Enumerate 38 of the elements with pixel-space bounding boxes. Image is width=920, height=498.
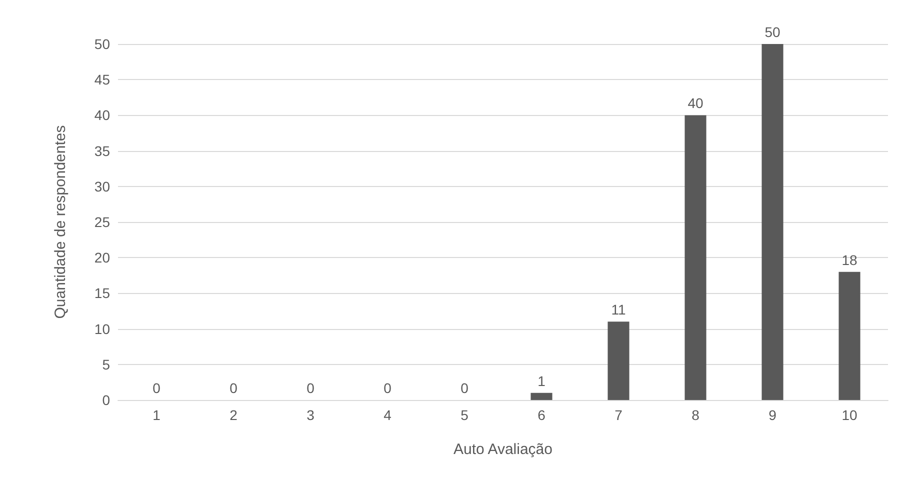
- y-tick-label: 30: [94, 178, 110, 194]
- x-tick-label: 3: [306, 407, 315, 423]
- y-tick-label: 45: [94, 72, 110, 88]
- x-tick-label: 9: [768, 407, 777, 423]
- y-tick-label: 15: [94, 285, 110, 302]
- y-tick-label: 40: [94, 107, 110, 124]
- data-label: 40: [688, 95, 704, 112]
- data-label: 0: [230, 380, 238, 396]
- y-tick-label: 5: [102, 356, 110, 372]
- x-tick-label: 6: [538, 407, 546, 423]
- data-label: 0: [306, 380, 315, 396]
- y-tick-label: 50: [94, 36, 110, 52]
- data-label: 0: [152, 380, 161, 396]
- bar: [530, 392, 552, 400]
- x-axis-title: Auto Avaliação: [454, 441, 552, 458]
- y-tick-label: 35: [94, 142, 110, 159]
- x-tick-label: 1: [152, 407, 161, 423]
- bar: [762, 44, 784, 400]
- x-tick-label: 8: [692, 407, 700, 423]
- y-tick-label: 0: [102, 392, 110, 408]
- data-label: 11: [611, 302, 626, 318]
- data-label: 18: [842, 252, 858, 268]
- y-tick-label: 20: [94, 250, 110, 266]
- data-label: 1: [538, 372, 546, 389]
- x-tick-label: 5: [460, 407, 469, 423]
- data-label: 0: [460, 380, 469, 396]
- data-label: 0: [384, 380, 392, 396]
- x-tick-label: 2: [230, 407, 238, 423]
- y-tick-label: 10: [94, 320, 110, 337]
- bar: [838, 272, 860, 400]
- y-axis-title: Quantidade de respondentes: [52, 125, 69, 319]
- x-tick-label: 10: [842, 407, 858, 423]
- x-tick-label: 4: [384, 407, 392, 423]
- bar: [608, 322, 630, 400]
- data-label: 50: [764, 24, 780, 40]
- x-tick-label: 7: [614, 407, 623, 423]
- y-tick-label: 25: [94, 214, 110, 230]
- bar: [684, 115, 706, 400]
